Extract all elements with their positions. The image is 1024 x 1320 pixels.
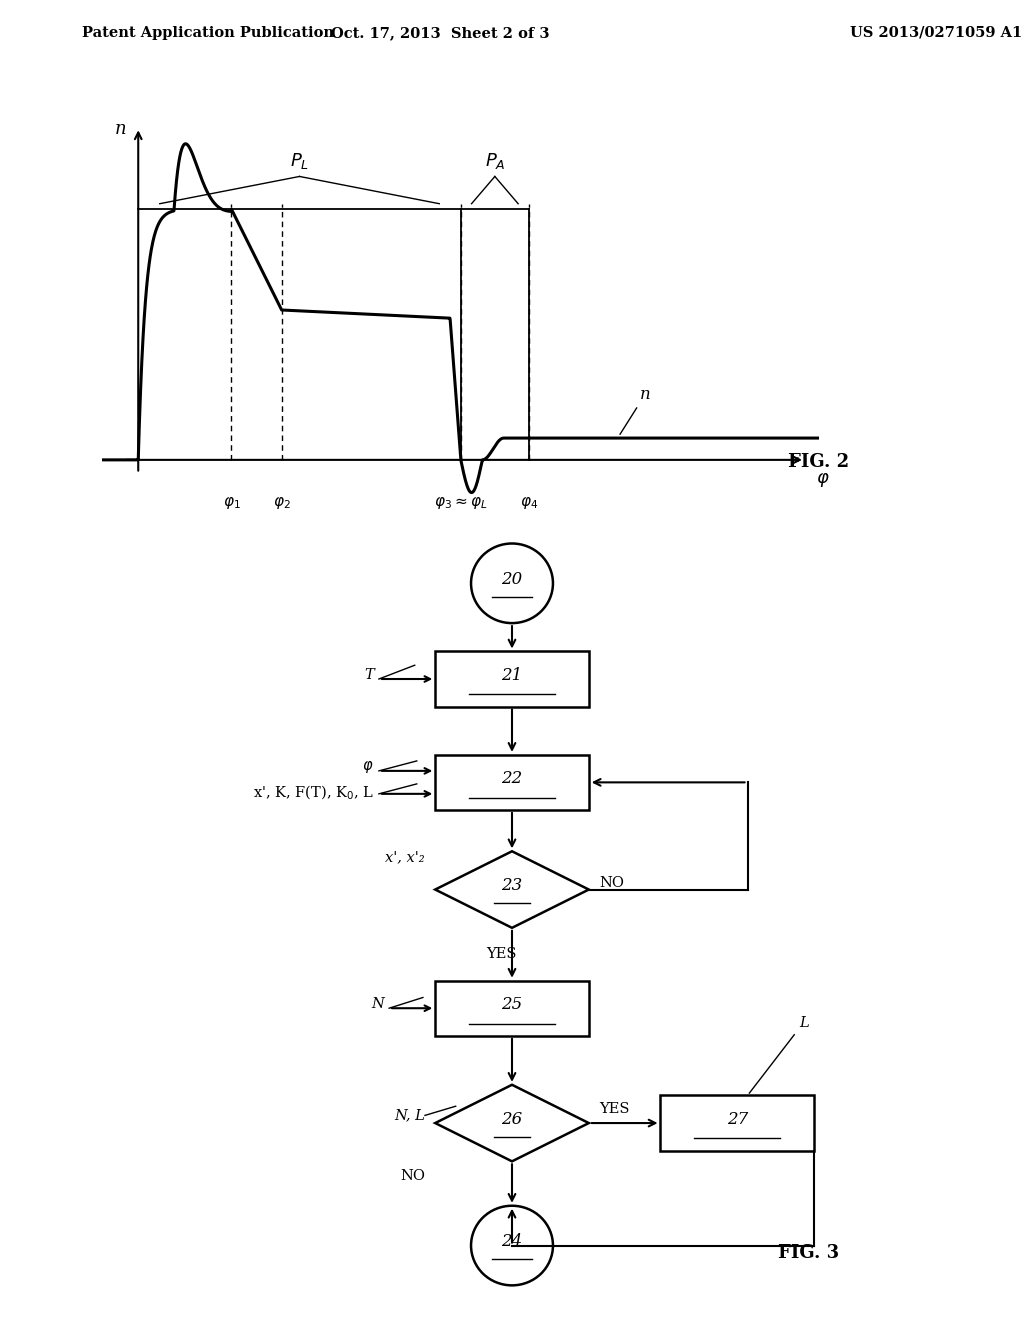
Text: x', K, F(T), K$_0$, L: x', K, F(T), K$_0$, L bbox=[253, 784, 374, 803]
Text: YES: YES bbox=[486, 946, 517, 961]
Text: Patent Application Publication: Patent Application Publication bbox=[82, 26, 334, 40]
Text: Oct. 17, 2013  Sheet 2 of 3: Oct. 17, 2013 Sheet 2 of 3 bbox=[331, 26, 550, 40]
Text: NO: NO bbox=[599, 876, 624, 891]
Text: N: N bbox=[372, 998, 384, 1011]
Text: x', x'₂: x', x'₂ bbox=[385, 850, 425, 865]
Text: FIG. 3: FIG. 3 bbox=[778, 1245, 840, 1262]
Text: $\varphi_3\approx\varphi_L$: $\varphi_3\approx\varphi_L$ bbox=[434, 495, 487, 511]
Text: FIG. 2: FIG. 2 bbox=[788, 453, 850, 471]
Text: $P_L$: $P_L$ bbox=[290, 150, 309, 172]
Bar bbox=[435, 755, 589, 810]
Text: T: T bbox=[364, 668, 374, 682]
Text: 26: 26 bbox=[502, 1110, 522, 1127]
Bar bbox=[435, 652, 589, 706]
Text: n: n bbox=[620, 385, 650, 434]
Bar bbox=[660, 1096, 814, 1151]
Text: $\varphi_4$: $\varphi_4$ bbox=[520, 495, 538, 511]
Text: NO: NO bbox=[400, 1170, 425, 1183]
Bar bbox=[435, 981, 589, 1036]
Text: L: L bbox=[750, 1015, 809, 1093]
Text: 27: 27 bbox=[727, 1110, 748, 1127]
Text: 21: 21 bbox=[502, 667, 522, 684]
Text: $\varphi_2$: $\varphi_2$ bbox=[272, 495, 291, 511]
Text: n: n bbox=[115, 120, 126, 139]
Text: $\varphi$: $\varphi$ bbox=[815, 471, 829, 488]
Text: YES: YES bbox=[599, 1102, 630, 1117]
Text: $P_A$: $P_A$ bbox=[484, 150, 505, 172]
Text: US 2013/0271059 A1: US 2013/0271059 A1 bbox=[850, 26, 1022, 40]
Text: 22: 22 bbox=[502, 770, 522, 787]
Text: $\varphi_1$: $\varphi_1$ bbox=[222, 495, 241, 511]
Text: 20: 20 bbox=[502, 572, 522, 587]
Text: 25: 25 bbox=[502, 995, 522, 1012]
Text: N, L: N, L bbox=[394, 1109, 425, 1122]
Text: 23: 23 bbox=[502, 878, 522, 894]
Text: $\varphi$: $\varphi$ bbox=[362, 759, 374, 775]
Text: 24: 24 bbox=[502, 1233, 522, 1250]
